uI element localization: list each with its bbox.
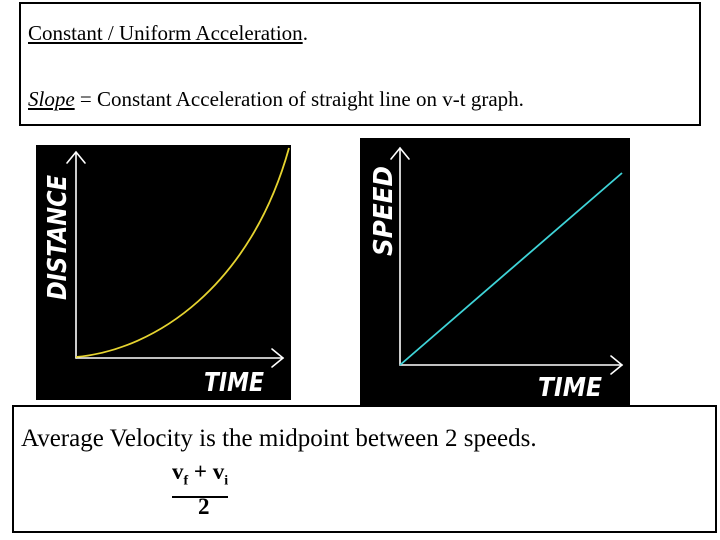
formula-numerator: vf + vi xyxy=(172,459,229,498)
numerator-v-final: v xyxy=(172,459,184,484)
slope-word: Slope xyxy=(28,87,75,111)
numerator-plus-v: + v xyxy=(188,459,225,484)
speed-line xyxy=(399,172,623,366)
title-period: . xyxy=(302,21,308,45)
distance-y-label: DISTANCE xyxy=(43,175,73,300)
speed-x-label: TIME xyxy=(538,373,602,403)
speed-time-graph: SPEED TIME xyxy=(360,138,630,408)
average-velocity-box: Average Velocity is the midpoint between… xyxy=(12,405,717,533)
speed-time-svg: SPEED TIME xyxy=(369,146,624,403)
slope-description: = Constant Acceleration of straight line… xyxy=(74,87,524,111)
speed-x-arrow xyxy=(610,355,624,375)
formula-denominator: 2 xyxy=(198,494,210,519)
distance-time-graph: DISTANCE TIME xyxy=(36,145,291,400)
header-box: Constant / Uniform Acceleration. Slope =… xyxy=(19,2,701,126)
distance-x-arrow xyxy=(271,348,285,368)
distance-time-svg: DISTANCE TIME xyxy=(43,147,290,398)
slope-line: Slope = Constant Acceleration of straigh… xyxy=(28,87,524,112)
speed-y-arrow xyxy=(390,146,410,160)
numerator-sub-f: f xyxy=(183,473,189,489)
title-line: Constant / Uniform Acceleration. xyxy=(28,21,308,46)
average-velocity-statement: Average Velocity is the midpoint between… xyxy=(21,425,537,452)
numerator-sub-i: i xyxy=(224,473,229,489)
distance-x-label: TIME xyxy=(204,368,264,398)
title-text: Constant / Uniform Acceleration xyxy=(28,21,303,45)
distance-y-arrow xyxy=(66,150,86,164)
distance-curve xyxy=(75,147,290,358)
speed-y-label: SPEED xyxy=(369,166,399,256)
